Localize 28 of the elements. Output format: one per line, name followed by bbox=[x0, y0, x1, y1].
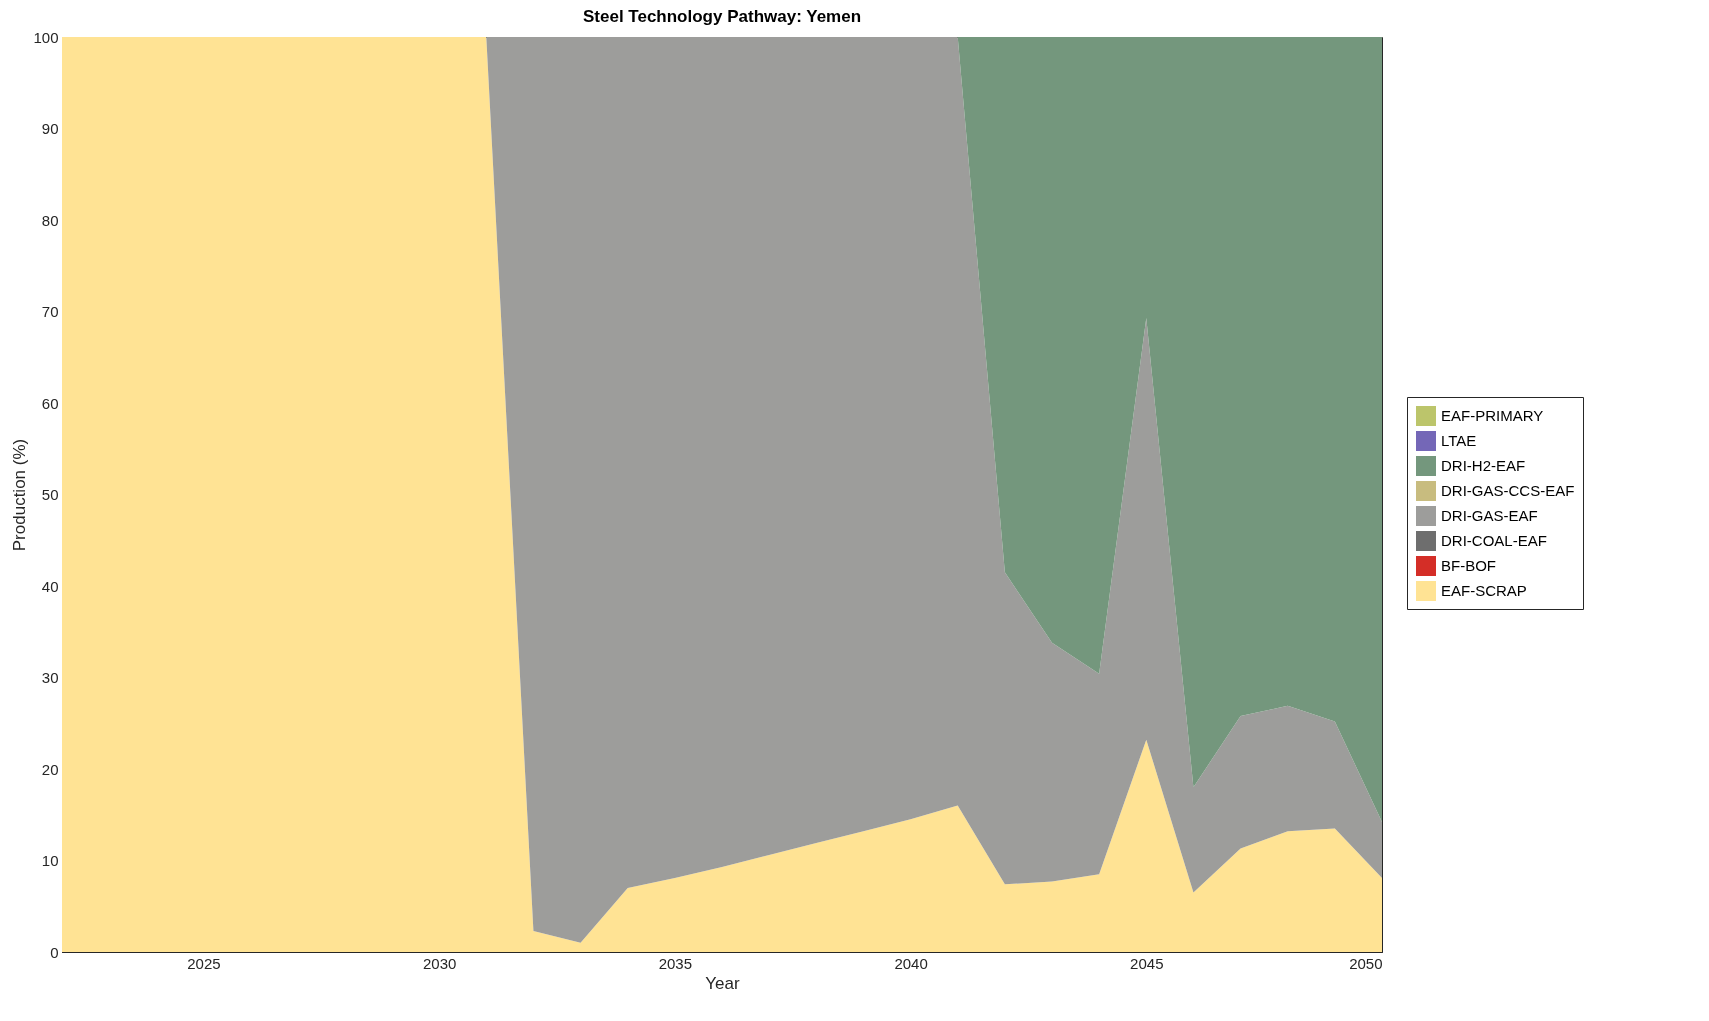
legend-label: EAF-PRIMARY bbox=[1441, 407, 1544, 424]
x-tick-label: 2040 bbox=[894, 954, 928, 972]
y-tick-label: 100 bbox=[33, 28, 59, 46]
legend-label: DRI-GAS-EAF bbox=[1441, 507, 1538, 524]
legend-label: EAF-SCRAP bbox=[1441, 582, 1527, 599]
legend-label: DRI-GAS-CCS-EAF bbox=[1441, 482, 1575, 499]
legend-label: DRI-COAL-EAF bbox=[1441, 532, 1547, 549]
x-tick-label: 2030 bbox=[422, 954, 457, 972]
y-axis-title: Production (%) bbox=[10, 438, 30, 552]
y-tick-label: 80 bbox=[41, 211, 59, 229]
x-axis-title: Year bbox=[705, 973, 741, 993]
y-tick-label: 40 bbox=[41, 577, 59, 595]
y-tick-label: 10 bbox=[41, 852, 59, 869]
legend-label: DRI-H2-EAF bbox=[1441, 457, 1526, 474]
y-tick-label: 20 bbox=[41, 760, 59, 778]
chart-title: Steel Technology Pathway: Yemen bbox=[582, 7, 862, 26]
legend-label: LTAE bbox=[1441, 432, 1477, 449]
y-tick-label: 50 bbox=[41, 486, 59, 503]
y-tick-label: 60 bbox=[41, 394, 59, 412]
legend-label: BF-BOF bbox=[1441, 557, 1496, 574]
y-tick-label: 70 bbox=[41, 303, 59, 320]
y-tick-label: 0 bbox=[50, 943, 59, 961]
x-tick-label: 2045 bbox=[1130, 954, 1164, 972]
x-tick-label: 2035 bbox=[658, 954, 693, 972]
y-tick-label: 90 bbox=[41, 120, 59, 137]
x-tick-label: 2050 bbox=[1349, 954, 1383, 972]
y-tick-label: 30 bbox=[41, 669, 59, 686]
x-tick-label: 2025 bbox=[187, 954, 221, 972]
